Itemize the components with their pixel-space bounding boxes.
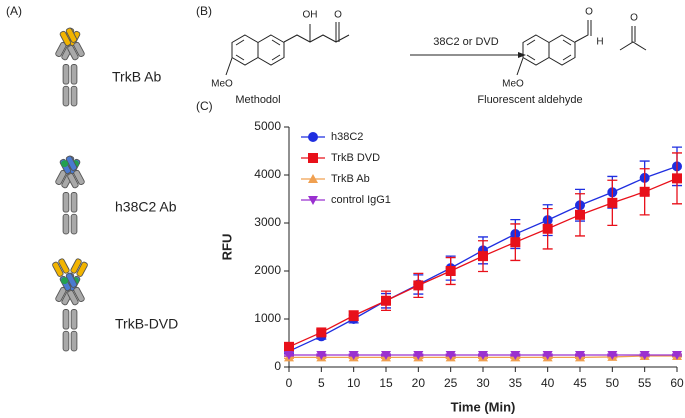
marker [542,223,553,234]
marker [607,351,618,360]
x-tick-label: 45 [573,376,587,390]
atom-label: O [585,7,593,18]
y-tick-label: 0 [274,359,281,373]
marker [510,237,521,248]
antibody-icon [51,257,89,352]
marker [445,351,456,360]
panel-label: (A) [6,4,22,18]
x-tick-label: 30 [476,376,490,390]
legend-label: h38C2 [331,131,363,143]
marker [575,209,585,220]
legend-label: TrkB Ab [331,173,370,185]
panel-label: (C) [196,99,213,113]
marker [348,351,359,360]
y-axis-title: RFU [219,234,234,261]
molecule [225,22,350,76]
legend-marker [308,153,318,163]
marker [672,173,682,184]
marker [316,327,327,338]
marker [381,295,391,306]
marker [542,351,553,360]
antibody-label: TrkB-DVD [115,316,178,332]
marker [639,351,650,360]
marker [639,186,650,197]
legend-label: TrkB DVD [331,152,380,164]
marker [284,341,294,352]
marker [478,351,488,360]
atom-label: MeO [211,79,233,90]
marker [672,351,682,360]
reagent-label: 38C2 or DVD [433,36,498,48]
x-tick-label: 40 [541,376,555,390]
marker [510,351,521,360]
marker [348,310,359,321]
marker [445,266,456,276]
antibody-label: TrkB Ab [112,69,161,85]
marker [413,280,424,291]
marker [575,351,585,360]
atom-label: O [630,13,638,24]
molecule [516,20,647,76]
y-tick-label: 4000 [254,167,281,181]
x-tick-label: 0 [286,376,293,390]
y-tick-label: 1000 [254,311,281,325]
antibody-icon [54,154,86,235]
compound-name: Fluorescent aldehyde [477,94,582,106]
x-tick-label: 20 [412,376,426,390]
legend-marker [308,132,318,142]
y-tick-label: 3000 [254,215,281,229]
antibody-icon [54,26,86,107]
marker [316,351,327,360]
y-tick-label: 5000 [254,119,281,133]
x-axis-title: Time (Min) [451,399,516,414]
x-tick-label: 50 [606,376,620,390]
x-tick-label: 35 [509,376,523,390]
atom-label: MeO [502,79,524,90]
legend-marker [308,196,318,205]
antibody-label: h38C2 Ab [115,199,177,215]
arrow-head [518,52,526,58]
marker [284,351,294,360]
x-tick-label: 15 [379,376,393,390]
x-tick-label: 10 [347,376,361,390]
compound-name: Methodol [235,94,280,106]
x-tick-label: 25 [444,376,458,390]
legend-label: control IgG1 [331,194,391,206]
marker [381,351,391,360]
marker [413,351,424,360]
legend-marker [308,174,318,183]
marker [607,197,618,208]
atom-label: H [596,37,603,48]
x-tick-label: 5 [318,376,325,390]
panel-label: (B) [196,4,212,18]
atom-label: OH [303,10,318,21]
x-tick-label: 55 [638,376,652,390]
chart: 0 1000 2000 3000 4000 5000 0 5 10 15 20 25 30 35 40 45 5… [219,119,684,414]
atom-label: O [334,10,342,21]
marker [478,251,488,262]
x-tick-label: 60 [670,376,684,390]
y-tick-label: 2000 [254,263,281,277]
